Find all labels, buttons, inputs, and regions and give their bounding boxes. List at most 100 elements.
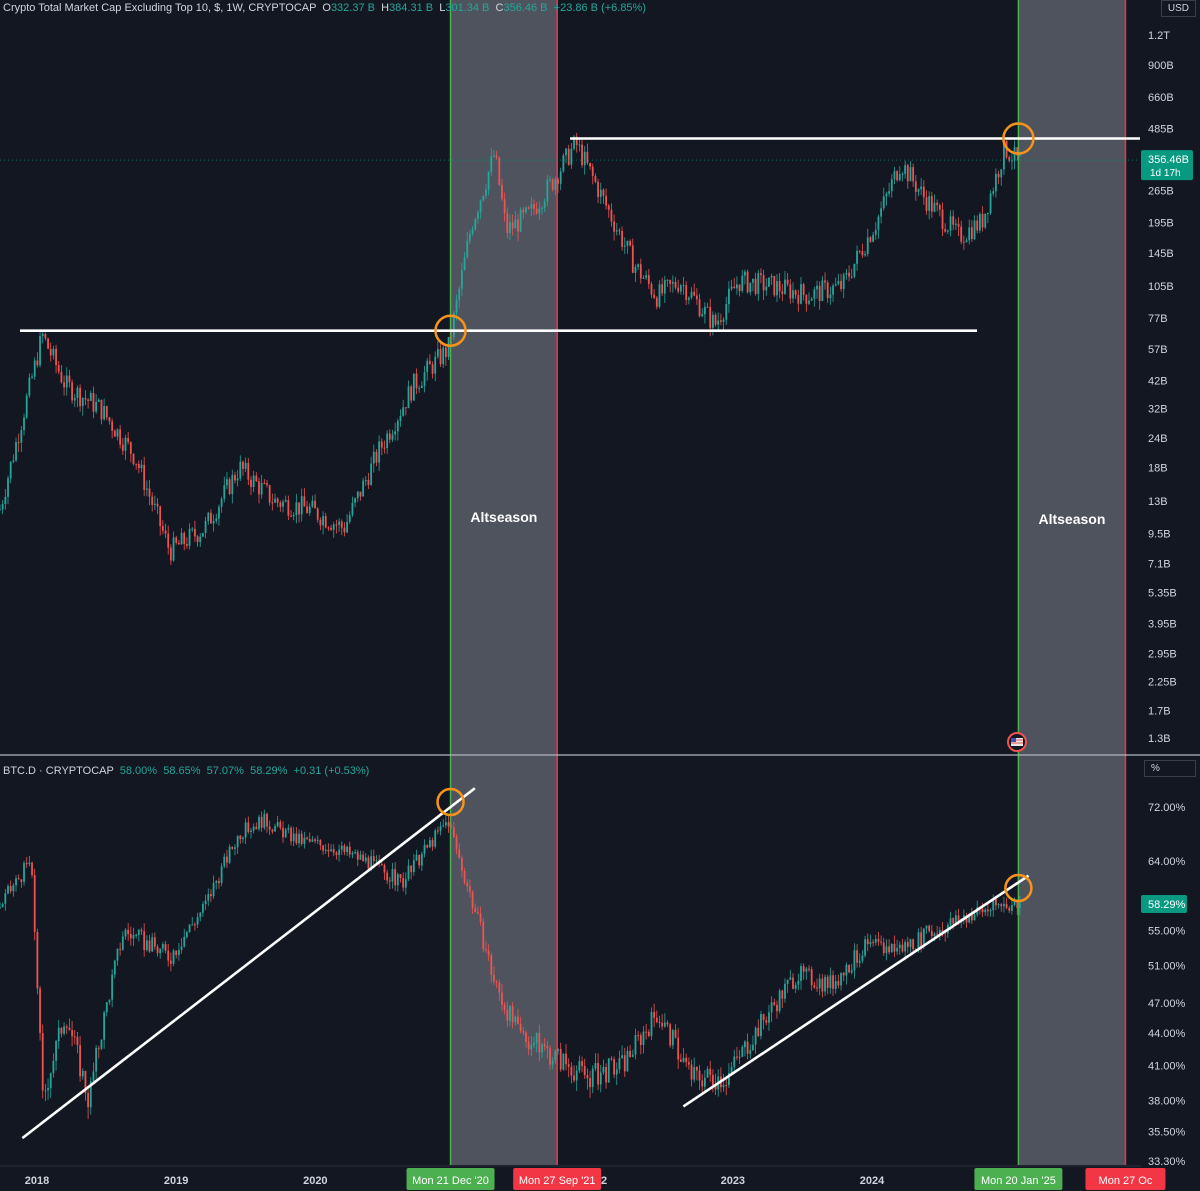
candle-body	[765, 1020, 768, 1023]
candle-body	[79, 387, 81, 407]
candle-body	[111, 974, 114, 1000]
candle-body	[148, 940, 151, 952]
percent-axis-bg	[1141, 756, 1200, 1166]
candle-body	[842, 972, 845, 976]
candle-body	[391, 434, 394, 440]
percent-tick-label: 47.00%	[1148, 998, 1186, 1010]
candle-body	[351, 853, 354, 855]
candle-body	[789, 284, 792, 299]
flag-icon[interactable]	[1007, 732, 1027, 752]
candle-body	[434, 830, 437, 847]
candle-body	[607, 205, 610, 210]
year-tick-label: 2019	[164, 1175, 188, 1187]
candle-body	[33, 360, 36, 377]
candle-body	[981, 908, 984, 913]
candle-body	[621, 1055, 624, 1059]
candle-body	[893, 943, 896, 952]
candle-body	[322, 845, 324, 851]
candle-body	[757, 273, 760, 294]
candle-body	[861, 251, 864, 256]
candle-body	[151, 937, 154, 952]
candle-body	[17, 442, 20, 444]
candle-body	[458, 288, 461, 300]
candle-body	[647, 275, 650, 284]
candle-body	[663, 1022, 666, 1027]
candle-body	[303, 837, 306, 844]
candle-body	[314, 500, 316, 509]
candle-body	[52, 348, 55, 356]
candle-body	[252, 826, 255, 831]
candle-body	[639, 1035, 642, 1046]
bottom-price-axis[interactable]: 72.00% 64.00% 55.00% 51.00% 47.00% 44.00% 41.0…	[1141, 756, 1200, 1168]
candle-body	[370, 463, 373, 485]
candle-body	[565, 1053, 567, 1065]
percent-unit-button[interactable]: %	[1144, 760, 1196, 777]
btcd-last-label: 58.29%	[1148, 899, 1186, 911]
candle-body	[471, 229, 474, 234]
candle-body	[55, 1041, 57, 1061]
candle-body	[575, 136, 578, 145]
candle-body	[746, 1041, 749, 1054]
candle-body	[909, 167, 912, 182]
candle-body	[164, 530, 167, 534]
candle-body	[263, 813, 266, 828]
candle-body	[570, 148, 573, 165]
candle-body	[380, 441, 383, 448]
bottom-symbol-label[interactable]: BTC.D · CRYPTOCAP	[3, 765, 114, 777]
candle-body	[330, 849, 332, 852]
candle-body	[669, 1024, 672, 1046]
high-key: H	[381, 2, 390, 14]
candle-body	[912, 167, 915, 182]
candle-body	[992, 191, 995, 194]
candle-body	[501, 184, 503, 200]
candle-body	[906, 942, 909, 947]
candle-body	[132, 453, 135, 464]
currency-unit-button[interactable]: USD	[1160, 0, 1196, 17]
candle-body	[626, 1050, 629, 1072]
candle-body	[1019, 902, 1021, 909]
top-price-axis[interactable]: 1.2T900B660B485B365B265B195B145B105B77B5…	[1141, 0, 1200, 754]
candle-body	[645, 1031, 648, 1033]
candle-body	[586, 1075, 589, 1079]
candle-body	[412, 860, 415, 873]
candle-body	[412, 373, 415, 401]
candle-body	[215, 518, 218, 521]
altseason-band	[450, 0, 558, 1165]
candle-body	[127, 437, 130, 443]
candle-body	[282, 827, 284, 838]
candle-body	[530, 1045, 533, 1050]
altseason-band	[1018, 0, 1126, 1165]
candle-body	[391, 869, 394, 882]
candle-body	[944, 932, 947, 934]
candle-body	[300, 833, 303, 844]
candle-body	[599, 189, 602, 197]
candle-body	[335, 524, 338, 526]
price-tick-label: 3.95B	[1148, 619, 1177, 631]
candle-body	[658, 1021, 661, 1023]
candle-body	[613, 1059, 615, 1075]
candle-body	[997, 173, 1000, 178]
candle-body	[55, 348, 57, 366]
candle-body	[396, 420, 399, 432]
candle-body	[538, 208, 541, 214]
time-axis[interactable]: 2018 2019 2020 2023 2024 2 Mon 21 Dec '20 Mon 2…	[0, 1165, 1200, 1191]
candle-body	[255, 826, 258, 830]
candle-body	[821, 280, 824, 301]
candle-body	[124, 437, 127, 451]
price-tick-label: 13B	[1148, 496, 1168, 508]
candle-body	[535, 208, 538, 214]
candle-body	[653, 1011, 656, 1018]
top-symbol-label[interactable]: Crypto Total Market Cap Excluding Top 10…	[3, 2, 317, 14]
candle-body	[642, 277, 645, 279]
candle-body	[941, 930, 944, 933]
candle-body	[776, 1004, 778, 1012]
candle-body	[901, 173, 904, 175]
candle-body	[541, 1044, 543, 1053]
date-badge	[513, 1168, 602, 1190]
candle-body	[231, 474, 234, 495]
candle-body	[220, 866, 223, 884]
candle-body	[31, 376, 33, 378]
candle-body	[832, 975, 834, 989]
candle-body	[180, 946, 183, 950]
